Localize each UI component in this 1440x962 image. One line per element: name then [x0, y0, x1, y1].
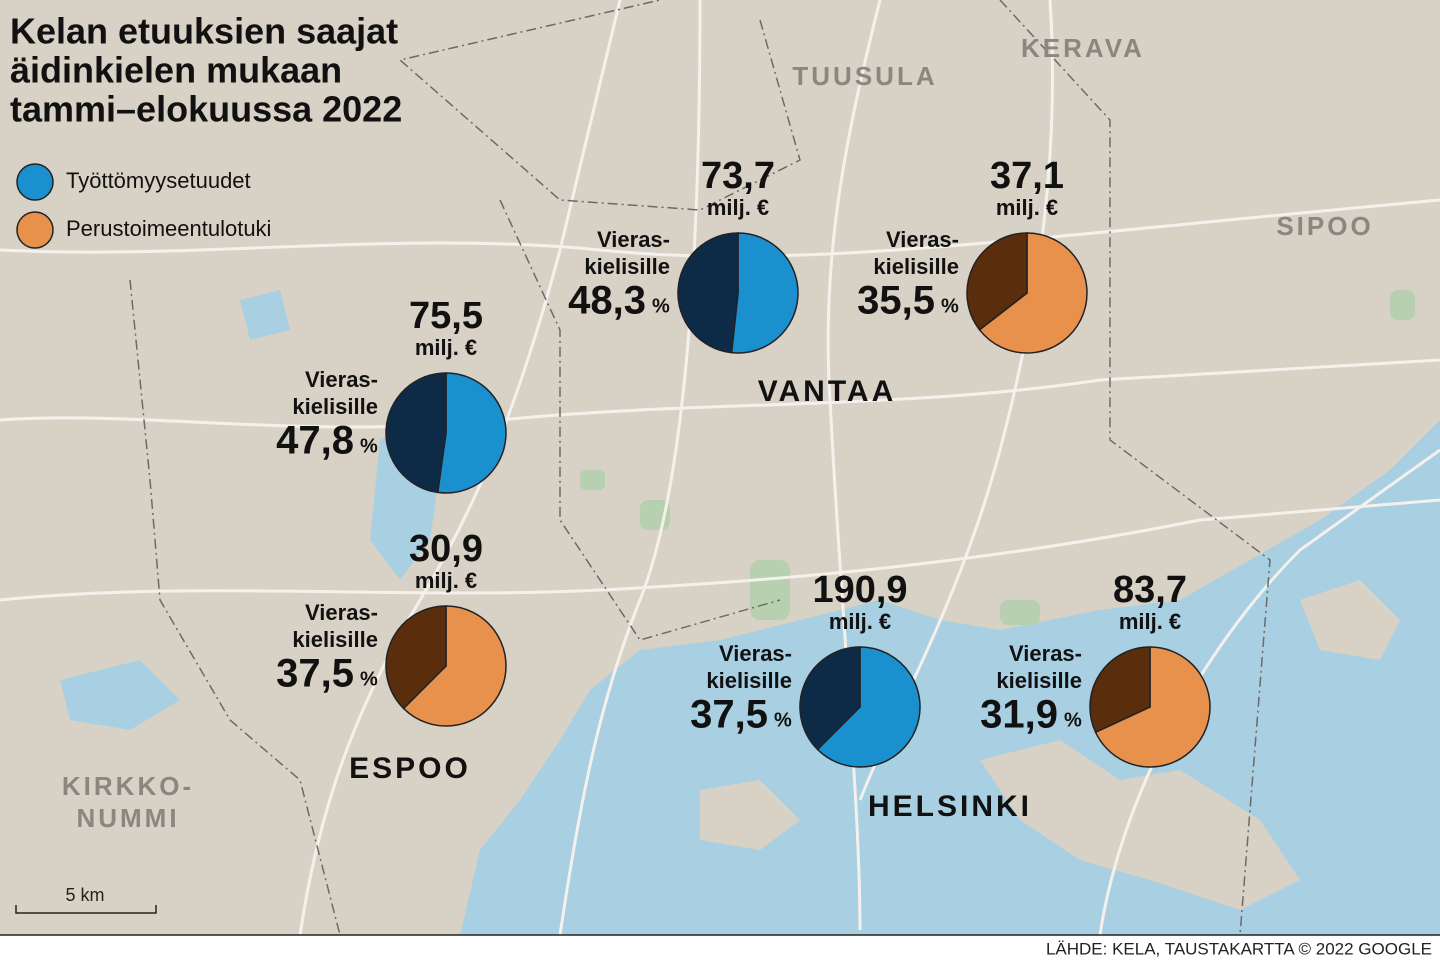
place-name: VANTAA — [758, 375, 897, 408]
pie-total: 37,1 — [990, 155, 1064, 197]
pie-unit: milj. € — [415, 335, 477, 360]
pie-share: 35,5 — [857, 279, 935, 323]
pie-unit: milj. € — [1119, 609, 1181, 634]
pie-caption: Vieras- — [719, 641, 792, 666]
pie-slice-dark — [1089, 646, 1151, 734]
pie-share: 47,8 — [276, 419, 354, 463]
pie-total: 73,7 — [701, 155, 775, 197]
pie-caption: Vieras- — [305, 600, 378, 625]
pie-slice-light — [978, 232, 1088, 354]
legend-swatch — [16, 163, 54, 201]
title-line: äidinkielen mukaan — [10, 50, 342, 91]
pie-caption: kielisille — [996, 668, 1082, 693]
scale-label: 5 km — [65, 885, 104, 905]
pie-caption: kielisille — [873, 254, 959, 279]
islands — [700, 580, 1400, 910]
place-name: KIRKKO- — [62, 771, 194, 801]
place-name: ESPOO — [349, 752, 471, 785]
pie-slice-dark — [385, 605, 447, 710]
pie-total: 75,5 — [409, 295, 483, 337]
pie-total: 83,7 — [1113, 569, 1187, 611]
pie-caption: Vieras- — [597, 227, 670, 252]
source: LÄHDE: KELA, TAUSTAKARTTA © 2022 GOOGLE — [1046, 939, 1432, 958]
borders — [129, 0, 1271, 936]
place-name: KERAVA — [1021, 33, 1145, 63]
place-name: SIPOO — [1276, 211, 1373, 241]
pie-caption: kielisille — [292, 627, 378, 652]
pie-slice-light — [816, 646, 921, 768]
pie-total: 30,9 — [409, 528, 483, 570]
roads — [0, 0, 1440, 936]
pie-share-unit: % — [360, 435, 378, 457]
pie-share-unit: % — [360, 668, 378, 690]
legend-label: Työttömyysetuudet — [66, 168, 251, 193]
pie-share: 48,3 — [568, 279, 646, 323]
pie-share-unit: % — [1064, 709, 1082, 731]
pie-share: 31,9 — [980, 693, 1058, 737]
lakes — [60, 290, 440, 730]
title-line: tammi–elokuussa 2022 — [10, 89, 402, 130]
pie-total: 190,9 — [812, 569, 907, 611]
pie-caption: Vieras- — [1009, 641, 1082, 666]
place-name: NUMMI — [76, 803, 179, 833]
pie-slice-dark — [385, 372, 447, 494]
pie-slice-light — [436, 372, 507, 494]
pie-slice-dark — [966, 232, 1028, 331]
pie-caption: Vieras- — [886, 227, 959, 252]
pie-share-unit: % — [774, 709, 792, 731]
pie-caption: kielisille — [292, 394, 378, 419]
pie-slice-dark — [799, 646, 861, 751]
pie-caption: kielisille — [584, 254, 670, 279]
title-line: Kelan etuuksien saajat — [10, 11, 398, 52]
pie-share: 37,5 — [276, 652, 354, 696]
place-name: TUUSULA — [792, 61, 937, 91]
pie-caption: kielisille — [706, 668, 792, 693]
pie-share-unit: % — [941, 295, 959, 317]
pie-unit: milj. € — [415, 568, 477, 593]
pie-unit: milj. € — [829, 609, 891, 634]
pie-unit: milj. € — [707, 195, 769, 220]
place-name: HELSINKI — [868, 790, 1032, 823]
scale-bar — [15, 905, 157, 914]
pie-caption: Vieras- — [305, 367, 378, 392]
pie-unit: milj. € — [996, 195, 1058, 220]
legend: Työttömyysetuudet Perustoimeentulotuki — [16, 163, 271, 249]
pie-slice-light — [402, 605, 507, 727]
pie-slice-light — [1094, 646, 1211, 768]
legend-label: Perustoimeentulotuki — [66, 216, 271, 241]
pie-share: 37,5 — [690, 693, 768, 737]
pie-slice-light — [730, 232, 799, 354]
pie-slice-dark — [677, 232, 739, 354]
legend-swatch — [16, 211, 54, 249]
pie-share-unit: % — [652, 295, 670, 317]
